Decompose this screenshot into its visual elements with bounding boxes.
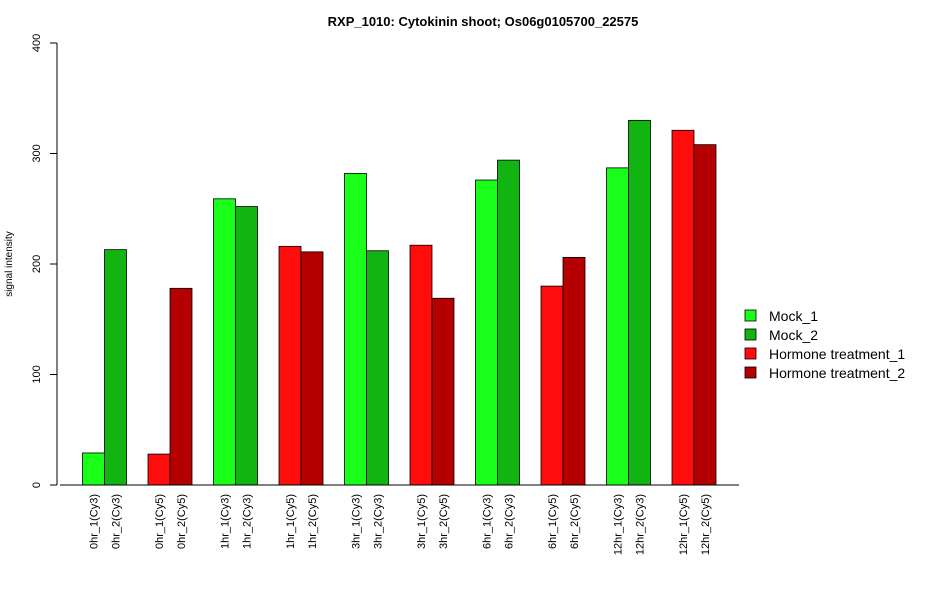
x-tick-label: 1hr_1(Cy5) (285, 494, 297, 549)
legend-swatch (744, 347, 757, 360)
y-axis-label: signal intensity (4, 231, 15, 297)
x-tick-label: 12hr_2(Cy3) (635, 494, 647, 555)
x-tick-label: 0hr_2(Cy5) (176, 494, 188, 549)
bar (497, 159, 520, 486)
legend: Mock_1 Mock_2 Hormone treatment_1 Hormone t… (744, 308, 905, 381)
bar (475, 179, 498, 486)
x-tick-label: 6hr_2(Cy5) (569, 494, 581, 549)
bar (540, 285, 564, 486)
legend-label: Mock_2 (769, 327, 818, 343)
legend-label: Hormone treatment_2 (769, 365, 905, 381)
bar (671, 129, 695, 486)
x-tick-label: 3hr_2(Cy5) (438, 494, 450, 549)
bar (693, 144, 717, 486)
bar (366, 250, 389, 486)
y-axis: 0 100 200 300 400 (31, 34, 58, 488)
y-tick-label: 0 (31, 482, 43, 488)
x-tick-labels: 0hr_1(Cy3) 0hr_2(Cy3) 0hr_1(Cy5) 0hr_2(Cy5)… (89, 494, 713, 555)
x-tick-label: 3hr_1(Cy3) (351, 494, 363, 549)
x-tick-label: 3hr_2(Cy3) (373, 494, 385, 549)
x-tick-label: 0hr_2(Cy3) (111, 494, 123, 549)
legend-swatch (744, 328, 757, 341)
bar (169, 287, 193, 486)
x-tick-label: 0hr_1(Cy5) (154, 494, 166, 549)
x-tick-label: 6hr_2(Cy3) (504, 494, 516, 549)
y-tick-label: 300 (31, 144, 43, 162)
x-tick-label: 12hr_2(Cy5) (700, 494, 712, 555)
x-tick-label: 1hr_2(Cy5) (307, 494, 319, 549)
bars (82, 119, 717, 486)
legend-swatch (744, 366, 757, 379)
bar (562, 256, 586, 486)
x-tick-label: 1hr_2(Cy3) (242, 494, 254, 549)
bar (409, 244, 433, 486)
x-tick-label: 1hr_1(Cy3) (220, 494, 232, 549)
bar (213, 198, 236, 486)
bar (104, 249, 127, 486)
y-tick-label: 400 (31, 34, 43, 52)
bar (606, 167, 629, 486)
legend-label: Mock_1 (769, 308, 818, 324)
bar (278, 245, 302, 486)
x-tick-label: 12hr_1(Cy5) (678, 494, 690, 555)
chart-title: RXP_1010: Cytokinin shoot; Os06g0105700_… (328, 14, 639, 29)
bar (82, 452, 105, 486)
bar (300, 251, 324, 486)
bar (628, 119, 651, 486)
y-tick-label: 200 (31, 255, 43, 273)
bar (431, 297, 455, 486)
x-tick-label: 6hr_1(Cy3) (482, 494, 494, 549)
bar (235, 206, 258, 486)
legend-swatch (744, 309, 757, 322)
bar (147, 453, 171, 486)
x-tick-label: 6hr_1(Cy5) (547, 494, 559, 549)
bar (344, 172, 367, 486)
x-tick-label: 0hr_1(Cy3) (89, 494, 101, 549)
x-tick-label: 12hr_1(Cy3) (613, 494, 625, 555)
x-tick-label: 3hr_1(Cy5) (416, 494, 428, 549)
legend-label: Hormone treatment_1 (769, 346, 905, 362)
y-tick-label: 100 (31, 365, 43, 383)
